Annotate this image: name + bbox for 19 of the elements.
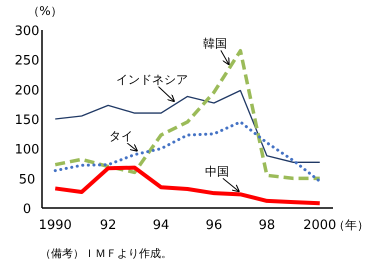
series-label: 韓国: [202, 36, 227, 50]
x-tick-label: 96: [206, 218, 222, 233]
x-tick-label: 98: [258, 218, 276, 233]
y-tick-label: 250: [14, 54, 40, 69]
text: （備考）ＩＭＦより作成。: [40, 247, 172, 260]
y-tick-label: 50: [18, 172, 36, 188]
series-label: インドネシア: [116, 72, 188, 86]
series-label: 中国: [204, 164, 229, 178]
x-tick-label: 1990: [38, 218, 72, 233]
y-tick-label: 300: [14, 24, 40, 39]
y-tick-label: 100: [14, 142, 40, 158]
x-tick-label: 92: [100, 218, 116, 233]
y-axis-title: （%）: [27, 4, 63, 18]
y-tick-label: 200: [14, 83, 40, 98]
x-tick-label: 2000: [303, 218, 336, 233]
x-tick-label: 94: [152, 218, 170, 233]
y-tick-label: 150: [14, 113, 40, 128]
series-label: タイ: [109, 128, 134, 143]
y-tick-label: 0: [22, 202, 32, 217]
